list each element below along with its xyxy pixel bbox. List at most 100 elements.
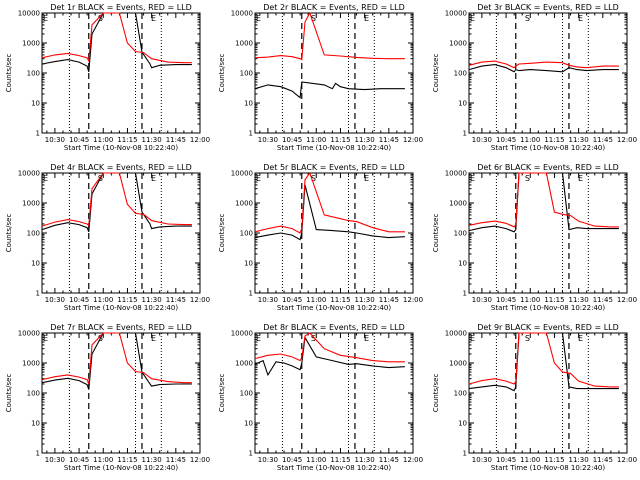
x-tick-label: 11:30 [569, 136, 589, 144]
marker-label-e: E [578, 334, 583, 343]
marker-label-s: S [311, 334, 316, 343]
x-axis-label: Start Time (10-Nov-08 10:22:40) [491, 144, 605, 152]
marker-label-e: E [578, 14, 583, 23]
x-tick-label: 12:00 [403, 456, 423, 464]
x-tick-label: 11:45 [379, 456, 399, 464]
y-tick-label: 100 [27, 230, 40, 238]
series-line-lld [468, 60, 619, 69]
marker-label-e: E [151, 334, 156, 343]
chart-panel-4: Det 4r BLACK = Events, RED = LLD 1 10 100 10… [5, 163, 210, 312]
chart-panel-3: Det 3r BLACK = Events, RED = LLD 1 10 100 10… [432, 3, 637, 152]
y-tick-label: 10000 [18, 330, 40, 338]
y-tick-label: 10000 [445, 10, 467, 18]
x-tick-label: 10:30 [258, 456, 278, 464]
y-tick-label: 10000 [231, 330, 253, 338]
x-tick-label: 11:00 [520, 296, 540, 304]
plot-frame [254, 12, 414, 134]
x-tick-label: 10:45 [282, 456, 302, 464]
chart-title: Det 7r BLACK = Events, RED = LLD [50, 323, 192, 332]
x-axis-label: Start Time (10-Nov-08 10:22:40) [277, 464, 391, 472]
x-tick-label: 11:30 [569, 456, 589, 464]
x-tick-label: 11:45 [379, 136, 399, 144]
series-line-lld [254, 332, 405, 363]
x-tick-label: 11:15 [117, 296, 137, 304]
series-line-lld [468, 172, 619, 228]
y-tick-label: 10 [31, 260, 40, 268]
x-tick-label: 11:30 [142, 456, 162, 464]
x-tick-label: 11:45 [593, 136, 613, 144]
plot-frame [41, 332, 201, 454]
marker-label-e: E [256, 14, 261, 23]
x-tick-label: 11:45 [593, 296, 613, 304]
y-tick-label: 100 [454, 70, 467, 78]
marker-label-e: E [43, 334, 48, 343]
y-axis-label: Counts/sec [432, 54, 440, 93]
x-tick-label: 11:30 [355, 456, 375, 464]
x-tick-label: 11:00 [306, 136, 326, 144]
y-axis-label: Counts/sec [218, 214, 226, 253]
y-tick-label: 1000 [449, 360, 467, 368]
x-tick-label: 10:30 [472, 136, 492, 144]
series-line-lld [41, 12, 192, 64]
y-tick-label: 1 [36, 130, 40, 138]
marker-label-e: E [364, 14, 369, 23]
x-tick-label: 11:45 [166, 296, 186, 304]
y-tick-label: 1000 [22, 360, 40, 368]
marker-label-e: E [43, 174, 48, 183]
x-tick-label: 10:45 [496, 456, 516, 464]
x-tick-label: 10:30 [45, 296, 65, 304]
x-tick-label: 11:30 [569, 296, 589, 304]
y-tick-label: 100 [240, 230, 253, 238]
marker-label-e: E [256, 334, 261, 343]
y-axis-label: Counts/sec [5, 214, 13, 253]
x-tick-label: 11:00 [520, 456, 540, 464]
x-tick-label: 11:00 [93, 456, 113, 464]
x-tick-label: 11:00 [520, 136, 540, 144]
chart-title: Det 9r BLACK = Events, RED = LLD [477, 323, 619, 332]
marker-label-e: E [256, 174, 261, 183]
x-axis-label: Start Time (10-Nov-08 10:22:40) [491, 304, 605, 312]
series-line-events [468, 64, 619, 73]
y-tick-label: 100 [454, 390, 467, 398]
chart-title: Det 3r BLACK = Events, RED = LLD [477, 3, 619, 12]
x-tick-label: 12:00 [403, 296, 423, 304]
x-tick-label: 10:30 [45, 136, 65, 144]
marker-label-s: S [311, 174, 316, 183]
x-tick-label: 10:45 [69, 296, 89, 304]
x-axis-label: Start Time (10-Nov-08 10:22:40) [277, 144, 391, 152]
y-tick-label: 1000 [235, 40, 253, 48]
y-tick-label: 10 [244, 100, 253, 108]
x-tick-label: 11:15 [544, 296, 564, 304]
chart-title: Det 6r BLACK = Events, RED = LLD [477, 163, 619, 172]
y-axis-label: Counts/sec [218, 374, 226, 413]
x-tick-label: 10:45 [282, 136, 302, 144]
x-tick-label: 10:30 [472, 296, 492, 304]
x-tick-label: 11:15 [330, 296, 350, 304]
y-tick-label: 10000 [231, 10, 253, 18]
x-tick-label: 11:30 [355, 136, 375, 144]
y-tick-label: 1 [249, 450, 253, 458]
plot-frame [468, 12, 628, 134]
marker-label-e: E [470, 174, 475, 183]
series-line-events [254, 335, 405, 377]
marker-label-e: E [578, 174, 583, 183]
chart-panel-7: Det 7r BLACK = Events, RED = LLD 1 10 100 10… [5, 323, 210, 472]
plot-frame [468, 332, 628, 454]
chart-panel-6: Det 6r BLACK = Events, RED = LLD 1 10 100 10… [432, 163, 637, 312]
marker-label-s: S [311, 14, 316, 23]
y-tick-label: 100 [27, 390, 40, 398]
y-tick-label: 10000 [18, 10, 40, 18]
x-tick-label: 11:15 [544, 136, 564, 144]
x-tick-label: 10:45 [69, 136, 89, 144]
x-tick-label: 10:30 [258, 136, 278, 144]
marker-label-e: E [364, 174, 369, 183]
chart-panel-8: Det 8r BLACK = Events, RED = LLD 1 10 100 10… [218, 323, 423, 472]
y-tick-label: 100 [240, 70, 253, 78]
chart-title: Det 8r BLACK = Events, RED = LLD [263, 323, 405, 332]
x-tick-label: 11:30 [142, 136, 162, 144]
marker-label-e: E [470, 334, 475, 343]
x-tick-label: 11:15 [117, 136, 137, 144]
marker-label-s: S [525, 334, 530, 343]
y-tick-label: 1 [463, 450, 467, 458]
x-tick-label: 10:45 [69, 456, 89, 464]
